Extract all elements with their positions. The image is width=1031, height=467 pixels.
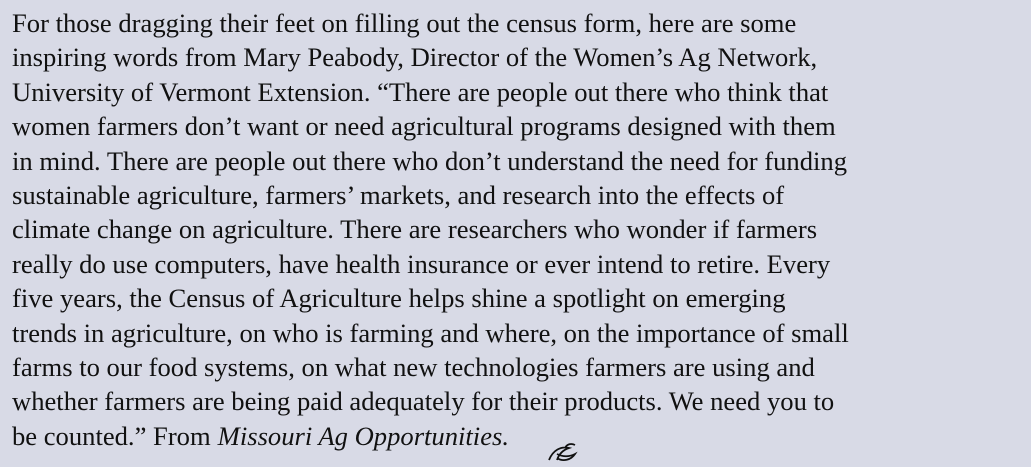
ornament bbox=[548, 443, 578, 461]
text-line: inspiring words from Mary Peabody, Direc… bbox=[12, 42, 818, 73]
text-line: five years, the Census of Agriculture he… bbox=[12, 283, 786, 314]
text-line: trends in agriculture, on who is farming… bbox=[12, 317, 849, 348]
text-line: sustainable agriculture, farmers’ market… bbox=[12, 180, 785, 211]
text-line: women farmers don’t want or need agricul… bbox=[12, 111, 836, 142]
text-line: farms to our food systems, on what new t… bbox=[12, 352, 815, 383]
source-title: Missouri Ag Opportunities. bbox=[217, 420, 509, 451]
text-line: For those dragging their feet on filling… bbox=[12, 8, 797, 38]
text-line: climate change on agriculture. There are… bbox=[12, 214, 818, 245]
text-line: whether farmers are being paid adequatel… bbox=[12, 386, 835, 417]
text-line: be counted.” From Missouri Ag Opportuniti… bbox=[12, 419, 1027, 453]
paragraph: For those dragging their feet on filling… bbox=[12, 6, 1027, 453]
text-line: University of Vermont Extension. “There … bbox=[12, 76, 829, 107]
text-line: in mind. There are people out there who … bbox=[12, 145, 848, 176]
text: be counted.” From bbox=[12, 420, 211, 451]
text-line: really do use computers, have health ins… bbox=[12, 248, 831, 279]
